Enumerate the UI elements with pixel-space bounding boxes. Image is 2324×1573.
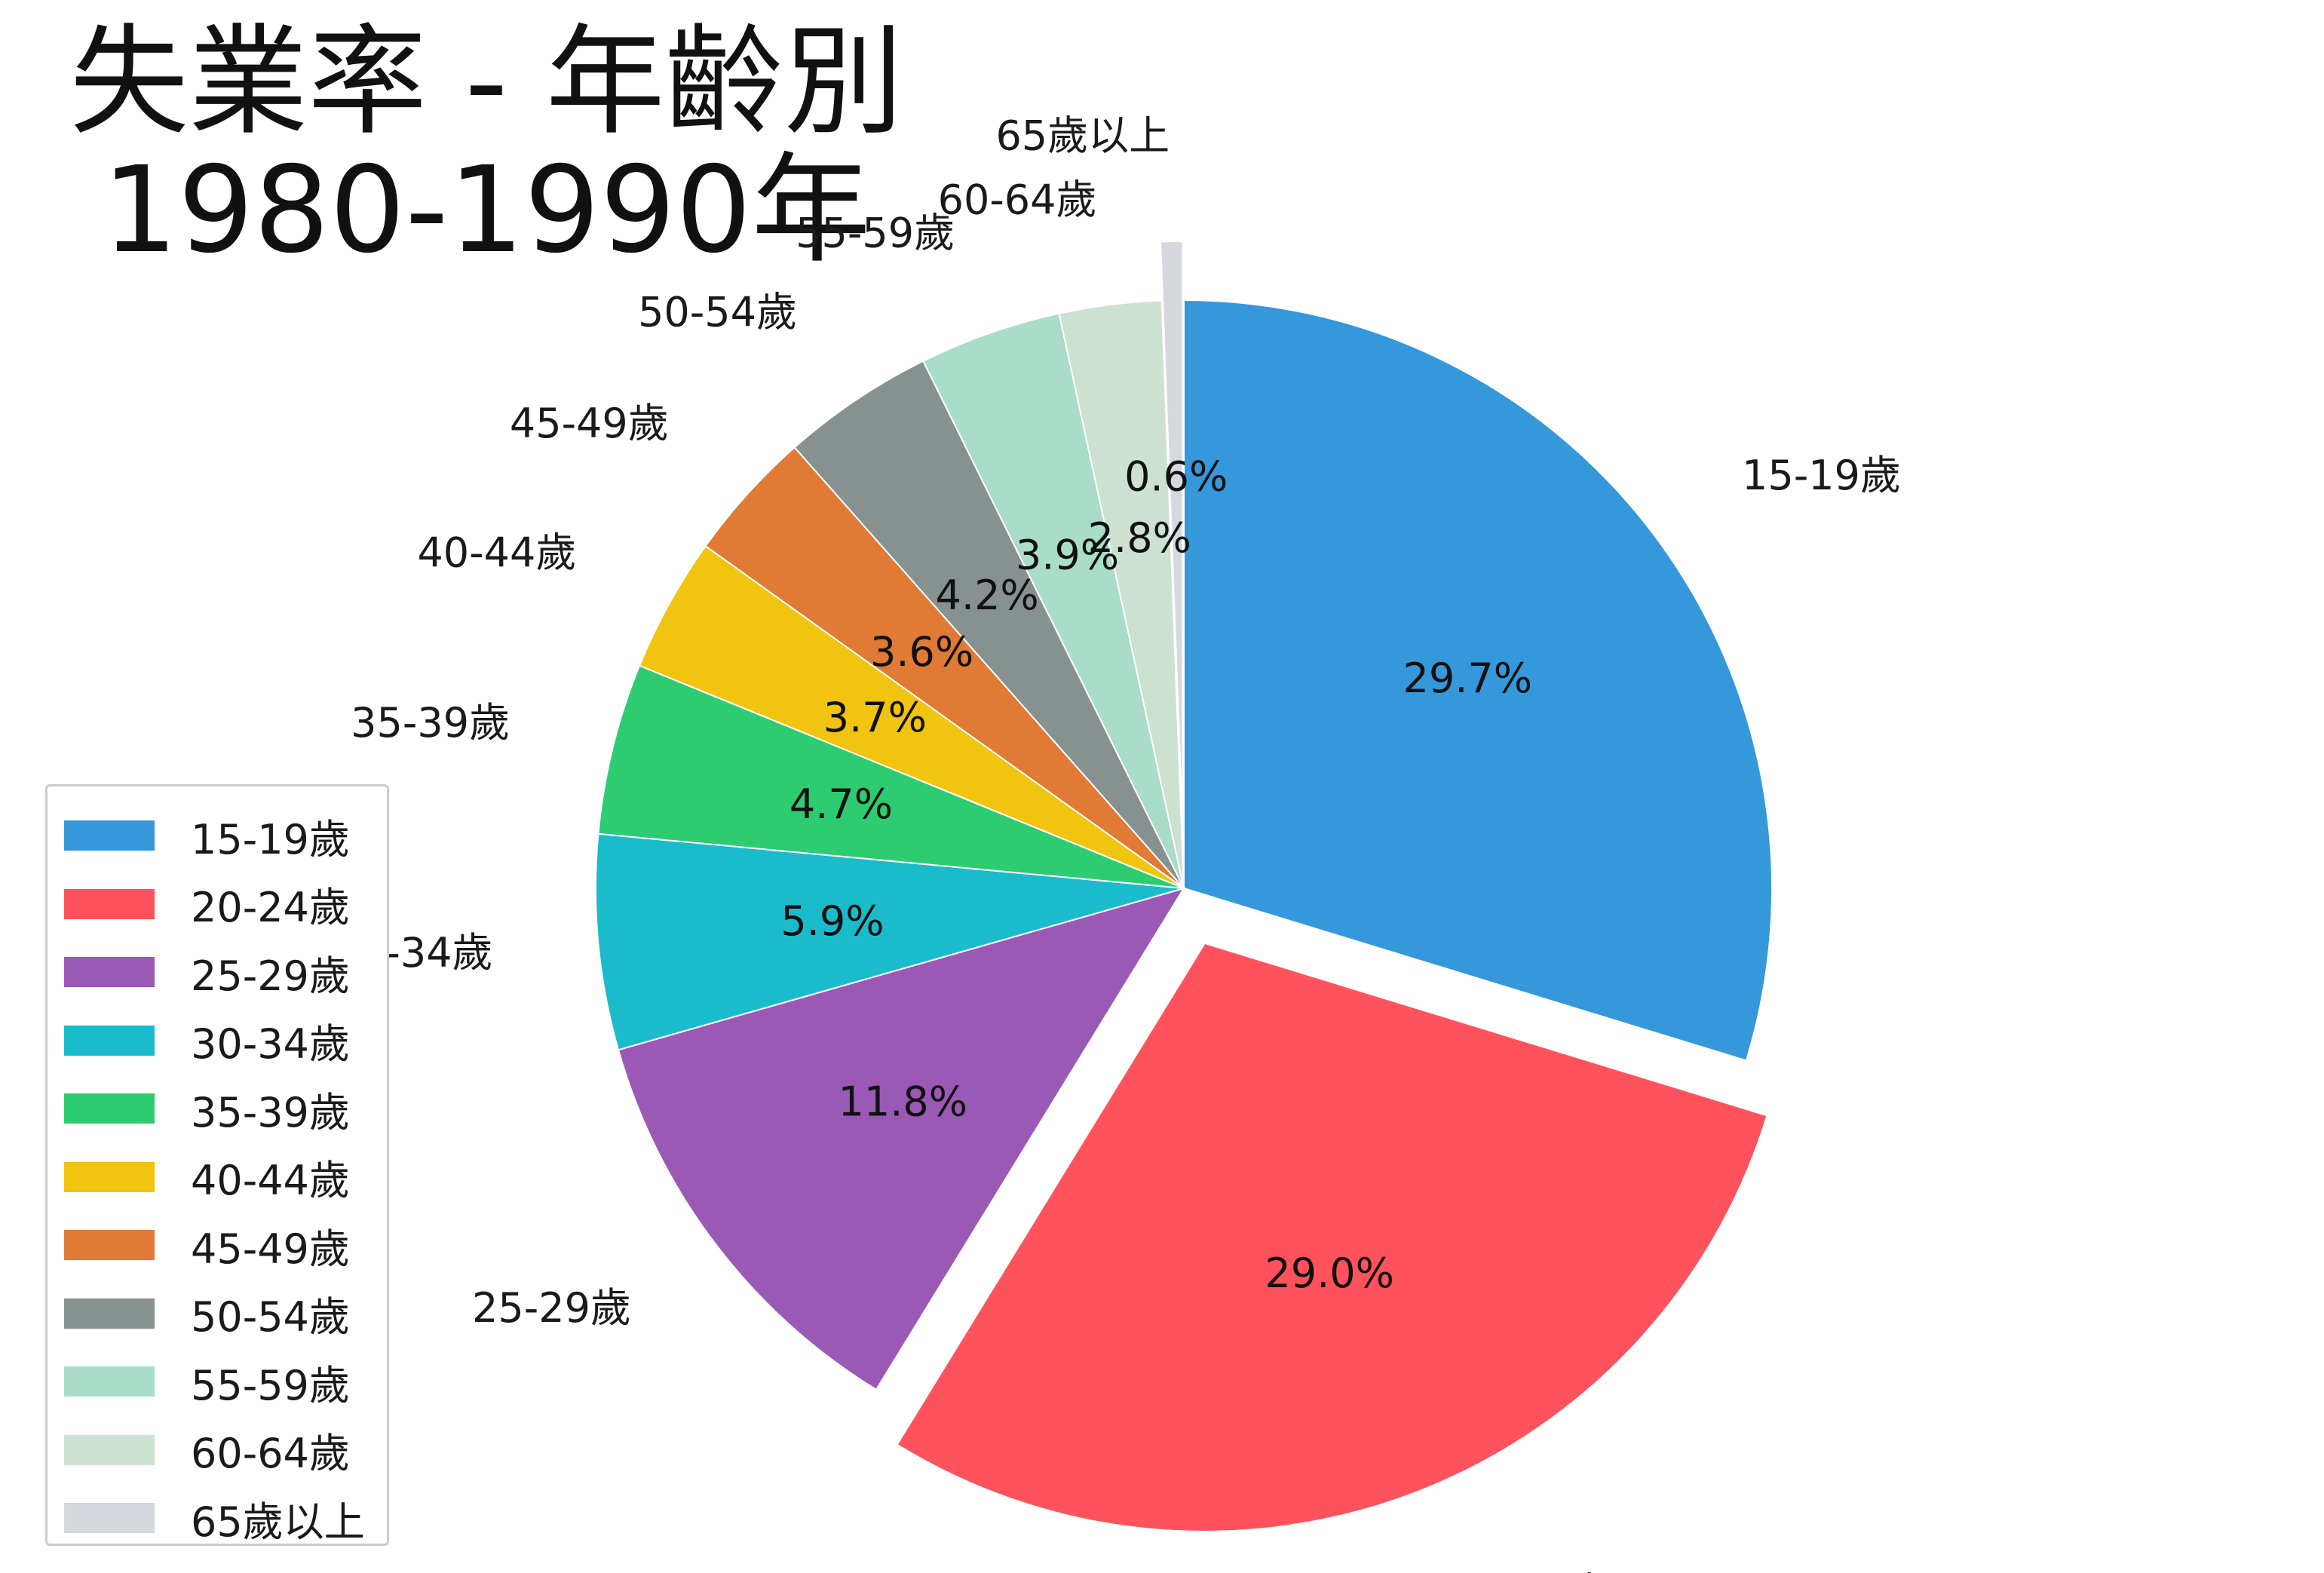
percent-labels: 29.7% 29.0% 11.8% 5.9% 4.7% 3.7% 3.6% 4.2%3.9%2… [780,453,1532,1298]
legend-label: 30-34歲 [191,1020,350,1069]
pie-slice-20-24 [896,942,1768,1532]
slice-label-25-29: 25-29歲 [472,1284,631,1332]
chart-title-line-2: 1980-1990年 [102,141,871,280]
legend-item-45-49: 45-49歲 [48,1211,387,1280]
legend-label: 65歲以上 [191,1498,365,1546]
legend-label: 35-39歲 [191,1088,350,1136]
chart-title-line-1: 失業率 - 年齡別 [69,13,903,152]
pie-slice-60-64 [1058,299,1185,889]
slice-label-55-59: 55-59歲 [796,210,955,257]
legend-item-15-19: 15-19歲 [48,802,387,870]
legend-item-60-64: 60-64歲 [48,1416,387,1485]
legend-item-40-44: 40-44歲 [48,1143,387,1212]
legend-item-50-54: 50-54歲 [48,1280,387,1348]
legend-label: 20-24歲 [191,884,350,932]
slice-label-35-39: 35-39歲 [351,699,510,747]
percent-label-15-19: 29.7% [1403,655,1532,702]
legend-label: 50-54歲 [191,1293,350,1341]
legend-swatch [64,1434,155,1465]
percent-label-65: 0.6% [1124,453,1228,501]
slice-label-45-49: 45-49歲 [510,400,669,447]
percent-label-40-44: 3.7% [823,694,927,741]
legend-swatch [64,1093,155,1124]
legend-item-35-39: 35-39歲 [48,1075,387,1143]
percent-label-50-54: 4.2% [936,572,1039,619]
slice-label-60-64: 60-64歲 [938,176,1097,223]
legend-swatch [64,1161,155,1192]
legend-swatch [64,1025,155,1056]
pie-slices [595,241,1773,1532]
legend-item-20-24: 20-24歲 [48,870,387,939]
percent-label-20-24: 29.0% [1265,1250,1394,1297]
pie-slice-35-39 [597,664,1185,889]
legend-label: 60-64歲 [191,1430,350,1478]
legend-label: 15-19歲 [191,815,350,863]
percent-label-25-29: 11.8% [838,1078,967,1125]
legend-swatch [64,1366,155,1397]
percent-label-60-64: 2.8% [1088,514,1191,562]
pie-slice-55-59 [921,312,1185,889]
legend-label: 40-44歲 [191,1157,350,1205]
chart-legend: 15-19歲 20-24歲 25-29歲 30-34歲 35-39歲 40-44歲 45-4… [45,784,389,1546]
legend-swatch [64,1503,155,1534]
pie-slice-30-34 [595,832,1185,1051]
percent-label-45-49: 3.6% [870,628,973,676]
slice-label-65: 65歲以上 [995,112,1170,159]
pie-slice-15-19 [1183,299,1773,1062]
legend-swatch [64,1298,155,1329]
percent-label-35-39: 4.7% [789,780,893,828]
percent-label-30-34: 5.9% [780,897,884,945]
legend-label: 25-29歲 [191,952,350,1000]
slice-label-50-54: 50-54歲 [638,288,797,336]
legend-item-25-29: 25-29歲 [48,938,387,1007]
slice-label-20-24: 20-24歲 [1450,1568,1609,1573]
percent-label-55-59: 3.9% [1016,532,1119,579]
slice-label-40-44: 40-44歲 [417,529,576,576]
legend-swatch [64,1230,155,1261]
legend-swatch [64,820,155,851]
legend-label: 55-59歲 [191,1361,350,1409]
legend-swatch [64,888,155,919]
legend-item-65: 65歲以上 [48,1484,387,1553]
legend-item-55-59: 55-59歲 [48,1348,387,1416]
pie-slice-50-54 [793,360,1185,889]
pie-slice-25-29 [617,887,1186,1391]
pie-slice-65 [1160,241,1184,830]
legend-item-30-34: 30-34歲 [48,1007,387,1075]
legend-swatch [64,957,155,988]
slice-label-15-19: 15-19歲 [1742,452,1901,499]
legend-label: 45-49歲 [191,1225,350,1273]
